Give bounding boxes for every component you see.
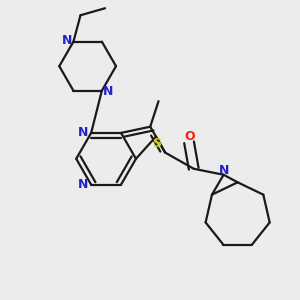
Text: N: N	[103, 85, 113, 98]
Text: N: N	[78, 178, 88, 191]
Text: N: N	[62, 34, 72, 47]
Text: N: N	[78, 126, 88, 140]
Text: O: O	[184, 130, 195, 143]
Text: N: N	[219, 164, 230, 177]
Text: S: S	[152, 137, 161, 150]
